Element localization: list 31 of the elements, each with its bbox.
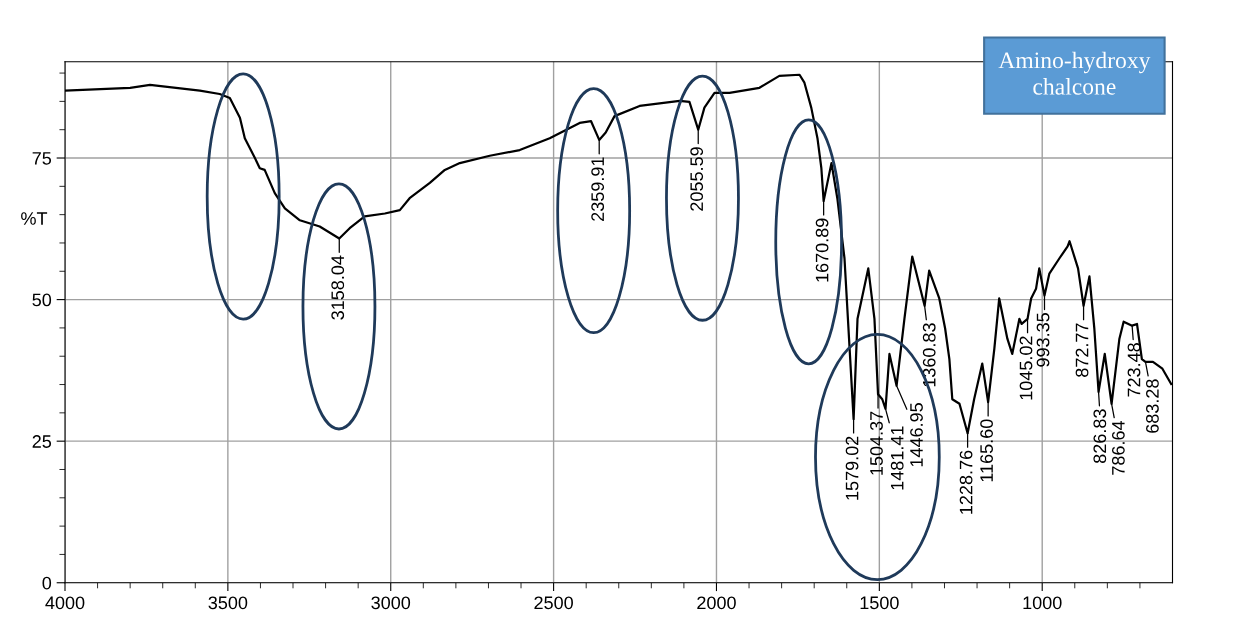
y-tick-label: 50 bbox=[32, 293, 52, 307]
x-tick-label: 2000 bbox=[697, 596, 736, 610]
y-tick-label: 25 bbox=[32, 435, 52, 448]
annotation: 1360.83 bbox=[922, 323, 936, 387]
annotation: 826.83 bbox=[1093, 409, 1107, 463]
y-tick-label: 75 bbox=[32, 152, 52, 165]
annotation: 3158.04 bbox=[331, 255, 345, 320]
x-tick-label: 2500 bbox=[534, 596, 573, 610]
x-tick-label: 3500 bbox=[208, 596, 248, 610]
annotation: 872.77 bbox=[1075, 323, 1089, 377]
annotation: 723.48 bbox=[1127, 343, 1141, 397]
x-tick-label: 3000 bbox=[371, 596, 411, 610]
annotation: 993.35 bbox=[1036, 313, 1050, 367]
annotation: 1045.02 bbox=[1019, 336, 1033, 400]
y-axis-title: %T bbox=[21, 212, 48, 225]
annotation: 1228.76 bbox=[959, 450, 973, 514]
annotation: 786.64 bbox=[1111, 420, 1125, 475]
annotation: Amino-hydroxy chalcone bbox=[998, 51, 1151, 95]
annotation: 1481.41 bbox=[890, 426, 904, 490]
annotation: 2359.91 bbox=[591, 157, 605, 221]
annotation: 683.28 bbox=[1146, 379, 1159, 433]
x-tick-label: 1500 bbox=[860, 596, 899, 610]
annotation: 1165.60 bbox=[980, 419, 993, 482]
y-tick-label: 0 bbox=[42, 576, 52, 590]
annotation: 1670.89 bbox=[815, 218, 829, 282]
annotation: 1579.02 bbox=[845, 436, 859, 500]
annotation: 2055.59 bbox=[690, 147, 704, 211]
annotation: 1446.95 bbox=[910, 403, 923, 467]
x-tick-label: 4000 bbox=[45, 596, 85, 610]
annotation: 1504.37 bbox=[870, 411, 883, 475]
x-tick-label: 1000 bbox=[1023, 596, 1062, 610]
